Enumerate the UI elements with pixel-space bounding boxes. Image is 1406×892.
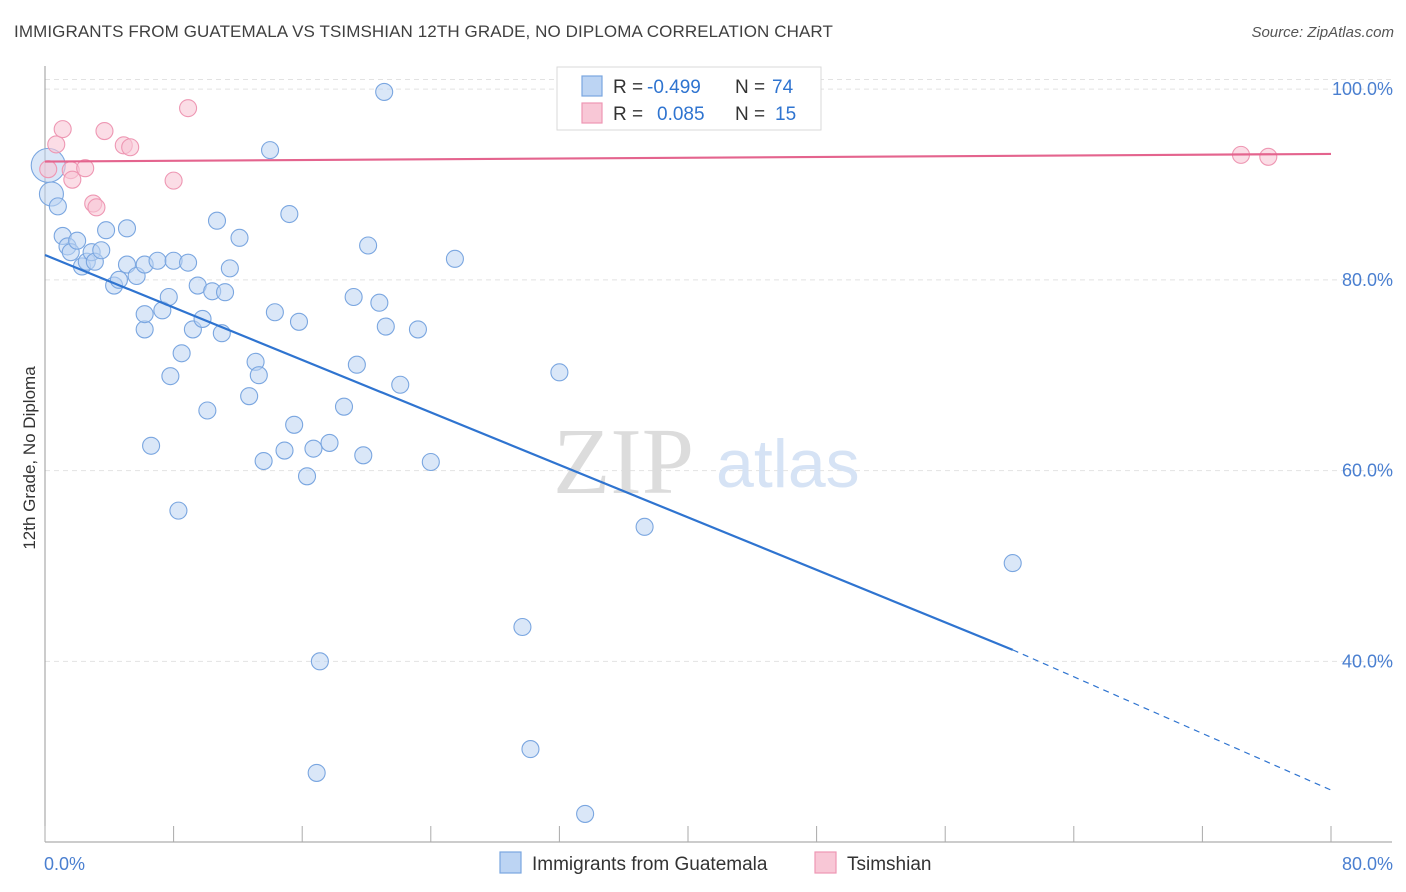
data-point-guatemala — [320, 433, 339, 452]
data-point-guatemala — [148, 251, 167, 270]
data-point-guatemala — [220, 259, 239, 278]
data-point-guatemala — [359, 236, 378, 255]
data-point-guatemala — [445, 249, 464, 268]
data-point-guatemala — [198, 401, 217, 420]
data-point-guatemala — [307, 763, 326, 782]
data-point-guatemala — [310, 652, 329, 671]
watermark-zip: ZIP — [553, 410, 694, 514]
data-point-guatemala — [230, 228, 249, 247]
data-point-tsimshian — [39, 160, 58, 179]
data-point-guatemala — [275, 441, 294, 460]
data-point-guatemala — [179, 253, 198, 272]
legend-r-value-blue: -0.499 — [647, 77, 701, 98]
data-point-guatemala — [376, 317, 395, 336]
data-point-tsimshian — [164, 171, 183, 190]
data-point-guatemala — [249, 366, 268, 385]
data-point-guatemala — [550, 363, 569, 382]
data-point-guatemala — [513, 617, 532, 637]
data-point-guatemala — [521, 740, 540, 759]
data-point-tsimshian — [47, 135, 66, 154]
y-tick-label: 80.0% — [1342, 270, 1393, 290]
x-tick-label-max: 80.0% — [1342, 854, 1393, 874]
y-tick-label: 40.0% — [1342, 651, 1393, 671]
data-point-guatemala — [260, 141, 280, 160]
data-point-guatemala — [240, 387, 259, 406]
y-axis-label: 12th Grade, No Diploma — [20, 366, 39, 550]
series-legend: Immigrants from Guatemala Tsimshian — [499, 851, 931, 875]
data-point-guatemala — [142, 436, 161, 455]
data-point-guatemala — [161, 367, 180, 386]
data-point-guatemala — [280, 204, 299, 224]
data-point-guatemala — [215, 283, 235, 302]
legend-label-tsimshian: Tsimshian — [847, 854, 931, 875]
series-guatemala-points — [30, 82, 1022, 823]
legend-r-label-pink: R = — [613, 104, 643, 125]
data-point-guatemala — [97, 221, 116, 240]
data-point-guatemala — [344, 287, 363, 307]
y-tick-labels: 40.0% 60.0% 80.0% 100.0% — [1332, 79, 1393, 671]
watermark-atlas: atlas — [716, 426, 860, 502]
data-point-guatemala — [92, 241, 111, 260]
legend-n-value-blue: 74 — [772, 77, 794, 98]
data-point-guatemala — [135, 305, 154, 324]
legend-n-label-pink: N = — [735, 104, 765, 125]
data-point-tsimshian — [63, 170, 82, 189]
data-point-guatemala — [169, 501, 188, 520]
data-point-guatemala — [347, 355, 366, 374]
legend-label-guatemala: Immigrants from Guatemala — [532, 854, 768, 875]
data-point-guatemala — [1003, 554, 1022, 573]
legend-swatch-guatemala — [499, 851, 522, 874]
data-point-guatemala — [117, 219, 137, 238]
data-point-guatemala — [297, 467, 317, 486]
data-point-tsimshian — [76, 159, 95, 178]
data-point-guatemala — [135, 320, 154, 339]
data-point-guatemala — [48, 197, 67, 216]
series-tsimshian-points — [39, 99, 1278, 217]
data-point-tsimshian — [87, 198, 106, 217]
data-point-tsimshian — [53, 120, 72, 139]
legend-swatch-blue — [581, 75, 603, 97]
legend-n-label-blue: N = — [735, 77, 765, 98]
data-point-tsimshian — [1259, 147, 1278, 166]
data-point-guatemala — [576, 804, 595, 823]
gridlines — [45, 79, 1393, 662]
data-point-guatemala — [370, 293, 389, 312]
trend-line-guatemala-projection — [1012, 649, 1332, 791]
legend-swatch-pink — [581, 102, 603, 124]
data-point-guatemala — [265, 303, 284, 322]
data-point-guatemala — [391, 375, 410, 394]
legend-swatch-tsimshian — [814, 851, 837, 874]
trend-line-tsimshian — [44, 152, 1332, 163]
data-point-tsimshian — [179, 99, 198, 118]
legend-r-value-pink: 0.085 — [657, 104, 705, 125]
data-point-guatemala — [304, 439, 323, 458]
data-point-guatemala — [172, 344, 191, 363]
legend-r-label-blue: R = — [613, 77, 643, 98]
data-point-guatemala — [289, 312, 309, 331]
data-point-guatemala — [421, 452, 440, 472]
legend-n-value-pink: 15 — [775, 104, 796, 125]
data-point-tsimshian — [121, 138, 140, 157]
data-point-tsimshian — [95, 121, 114, 141]
stats-legend: R = -0.499 N = 74 R = 0.085 N = 15 — [556, 66, 822, 131]
y-tick-label: 60.0% — [1342, 461, 1393, 481]
data-point-guatemala — [254, 451, 273, 471]
data-point-guatemala — [354, 446, 373, 465]
trend-line-guatemala — [44, 254, 1014, 651]
trend-lines — [44, 152, 1332, 791]
data-point-guatemala — [635, 517, 654, 536]
data-point-guatemala — [408, 320, 427, 339]
chart-title: IMMIGRANTS FROM GUATEMALA VS TSIMSHIAN 1… — [14, 22, 833, 41]
watermark: ZIP atlas — [553, 410, 860, 514]
source-label: Source: ZipAtlas.com — [1251, 24, 1394, 41]
data-point-guatemala — [285, 415, 304, 434]
x-tick-label-min: 0.0% — [44, 854, 85, 874]
data-point-guatemala — [375, 82, 394, 101]
data-point-guatemala — [334, 397, 354, 416]
data-point-guatemala — [207, 211, 227, 230]
y-tick-label: 100.0% — [1332, 79, 1393, 99]
data-point-guatemala — [68, 231, 87, 250]
